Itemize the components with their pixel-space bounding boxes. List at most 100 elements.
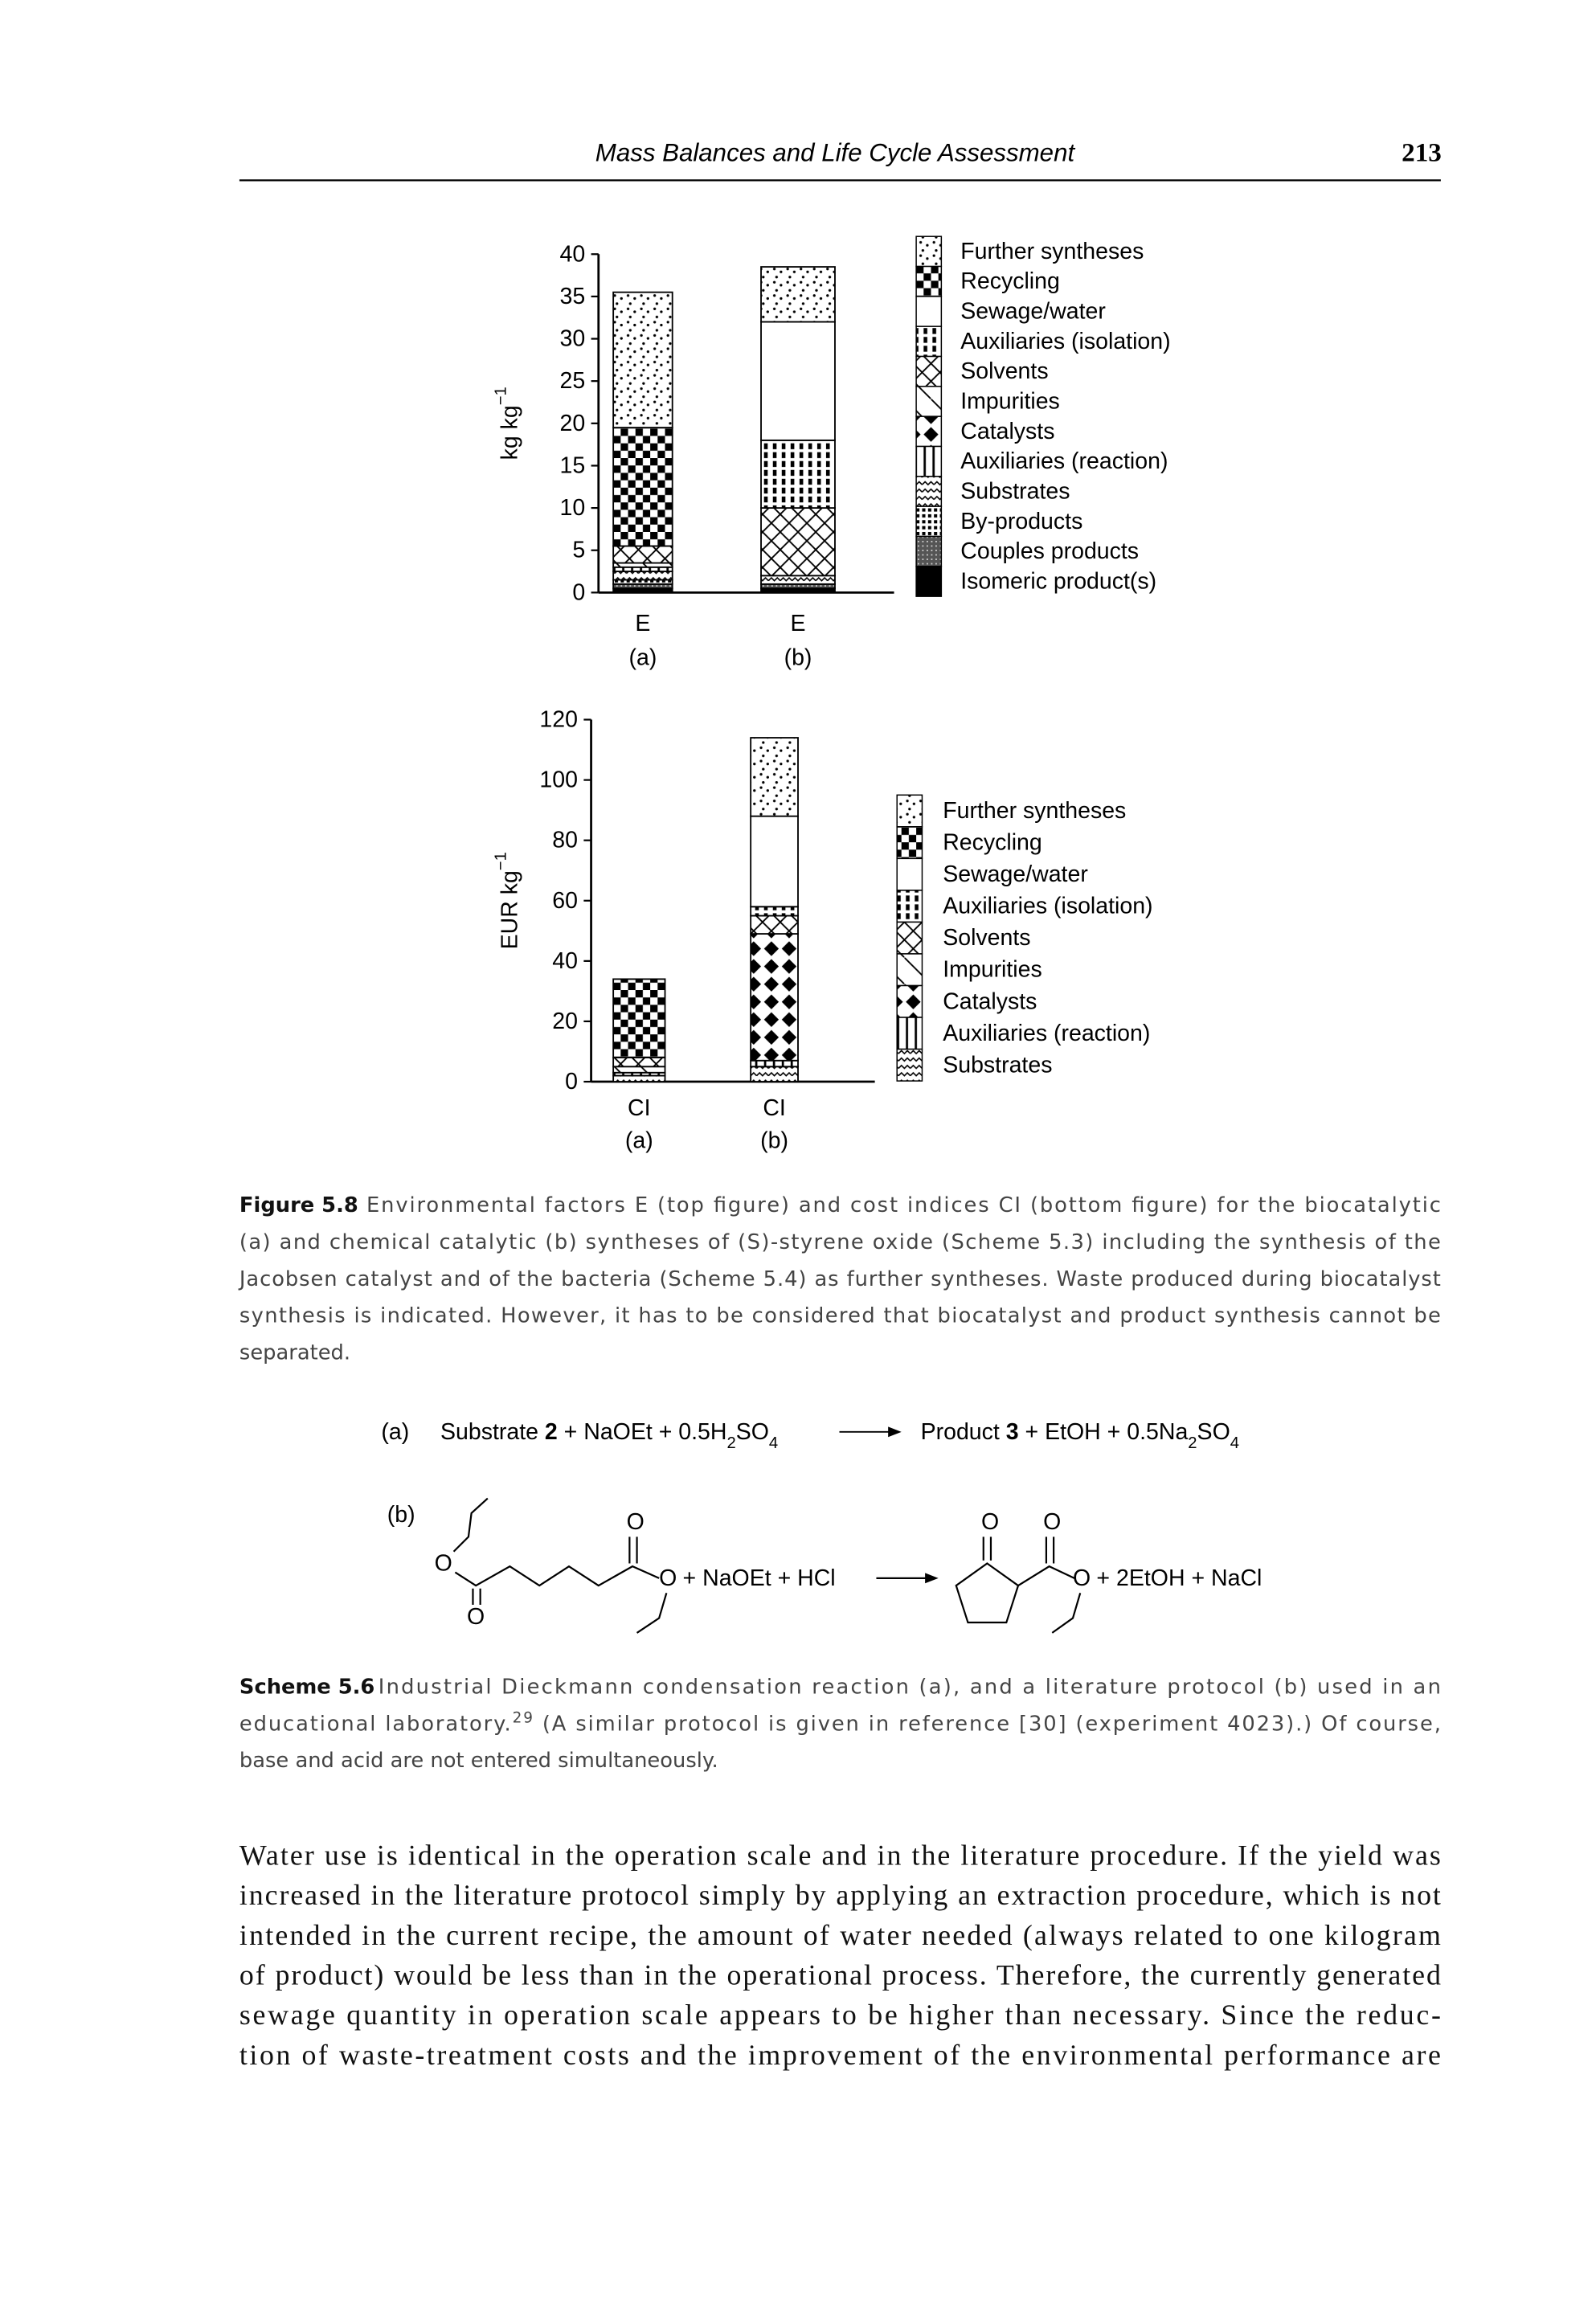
bar-segment — [612, 1074, 666, 1082]
equation-lhs: Substrate 2 + NaOEt + 0.5H2SO4 — [440, 1419, 778, 1452]
legend-swatch — [915, 355, 943, 387]
legend-label: Recycling — [943, 830, 1042, 856]
atom: O — [435, 1551, 452, 1577]
footnote-ref: 29 — [513, 1709, 533, 1726]
arrow-head — [925, 1573, 939, 1584]
caption-text: (A similar protocol is given in referenc… — [534, 1712, 1441, 1736]
bar-segment — [612, 1057, 666, 1068]
y-axis-label-sup: −1 — [492, 387, 509, 405]
atom: O — [981, 1509, 999, 1535]
y-tick-label: 120 — [539, 707, 578, 733]
caption-label: Scheme 5.6 — [239, 1675, 374, 1699]
bar-segment — [750, 1066, 799, 1082]
scheme-label: (a) — [381, 1419, 409, 1445]
legend-label: Auxiliaries (reaction) — [943, 1021, 1150, 1046]
scheme-caption: Scheme 5.6 Industrial Dieckmann condensat… — [239, 1675, 1441, 1773]
legend-label: Catalysts — [943, 988, 1037, 1014]
y-tick-label: 0 — [565, 1069, 578, 1095]
atom: O — [1073, 1565, 1091, 1591]
bar-segment — [760, 507, 836, 577]
y-tick-label: 15 — [560, 452, 586, 478]
figure-caption: Figure 5.8 Environmental factors E (top f… — [238, 1193, 1441, 1365]
legend-swatch — [896, 953, 923, 987]
equation-part: 2 — [726, 1434, 735, 1452]
legend-label: Further syntheses — [943, 798, 1126, 824]
legend-swatch — [896, 794, 923, 828]
y-tick-label: 20 — [560, 411, 586, 436]
y-tick-label: 35 — [560, 284, 586, 309]
y-tick-label: 5 — [572, 538, 585, 563]
y-axis-label: EUR kg−1 — [492, 852, 522, 949]
bar-segment — [612, 1066, 666, 1074]
y-axis-label: kg kg−1 — [492, 387, 522, 460]
products: + 2EtOH + NaCl — [1096, 1565, 1262, 1591]
legend-swatch — [915, 535, 943, 567]
caption-line: Industrial Dieckmann condensation reacti… — [379, 1675, 1441, 1699]
legend-swatch — [896, 1048, 923, 1082]
caption-line: base and acid are not entered simultaneo… — [239, 1749, 718, 1773]
x-tick-label: E — [790, 611, 805, 636]
equation-part: Substrate — [440, 1419, 545, 1445]
equation-part: 4 — [769, 1434, 778, 1452]
body-text: Water use is identical in the operation … — [239, 1839, 1441, 2071]
y-tick-label: 40 — [552, 948, 578, 974]
equation-part: 2 — [1188, 1434, 1197, 1452]
legend-label: Sewage/water — [943, 861, 1088, 887]
x-tick-label: CI — [628, 1095, 651, 1121]
equation-rhs: Product 3 + EtOH + 0.5Na2SO4 — [921, 1419, 1239, 1452]
bar-segment — [760, 439, 836, 509]
y-axis-label-sup: −1 — [492, 852, 509, 870]
y-tick-label: 40 — [560, 241, 586, 267]
equation-part: + NaOEt + 0.5H — [558, 1419, 727, 1445]
bar-segment — [612, 571, 673, 581]
bond — [1051, 1592, 1082, 1634]
legend-swatch — [896, 921, 923, 955]
x-tick-label: E — [635, 611, 650, 636]
atom: O — [467, 1604, 485, 1630]
y-tick-label: 0 — [572, 579, 585, 605]
legend-label: Auxiliaries (isolation) — [960, 329, 1170, 354]
bar-segment — [612, 978, 666, 1058]
caption-line: Jacobsen catalyst and of the bacteria (S… — [238, 1267, 1441, 1291]
page-number: 213 — [1402, 138, 1442, 167]
equation-part: + EtOH + 0.5Na — [1019, 1419, 1189, 1445]
y-tick-label: 25 — [560, 368, 586, 394]
legend-swatch — [915, 235, 943, 268]
caption-text: educational laboratory. — [239, 1712, 511, 1736]
legend-swatch — [915, 386, 943, 417]
equation-part: 4 — [1230, 1434, 1239, 1452]
legend-swatch — [915, 476, 943, 507]
bar-segment — [760, 575, 836, 585]
y-axis-label-text: EUR kg — [497, 870, 522, 949]
x-tick-label: CI — [763, 1095, 785, 1121]
bar-segment — [760, 266, 836, 323]
bar-segment — [750, 737, 799, 817]
bar-segment — [750, 815, 799, 908]
running-header: Mass Balances and Life Cycle Assessment — [595, 138, 1076, 166]
caption-line: Environmental factors E (top figure) and… — [366, 1193, 1441, 1217]
scheme-label: (b) — [387, 1502, 415, 1528]
legend-label: Recycling — [960, 268, 1060, 294]
y-axis-label-text: kg kg — [497, 405, 522, 460]
caption-line: (a) and chemical catalytic (b) syntheses… — [239, 1230, 1441, 1254]
legend-label: Impurities — [960, 389, 1060, 415]
legend-swatch — [896, 890, 923, 923]
caption-label: Figure 5.8 — [239, 1193, 358, 1217]
bar-segment — [750, 1059, 799, 1068]
caption-line: separated. — [239, 1341, 350, 1365]
legend-swatch — [915, 505, 943, 538]
reagents: + NaOEt + HCl — [683, 1565, 836, 1591]
legend-swatch — [896, 857, 923, 891]
scheme-a: (a) Substrate 2 + NaOEt + 0.5H2SO4 Produ… — [381, 1419, 1239, 1452]
atom: O — [659, 1565, 677, 1591]
bar-segment — [612, 427, 673, 547]
x-tick-label: (b) — [760, 1128, 788, 1154]
caption-line: educational laboratory. 29 (A similar pro… — [239, 1709, 1441, 1737]
chart: 0 5 10 15 20 25 30 35 40 kg kg−1 E (a) E (b) Further s… — [492, 235, 1171, 670]
legend-label: Auxiliaries (isolation) — [943, 894, 1152, 919]
bar-segment — [750, 933, 799, 1062]
body-line: of product) would be less than in the op… — [239, 1959, 1441, 1991]
